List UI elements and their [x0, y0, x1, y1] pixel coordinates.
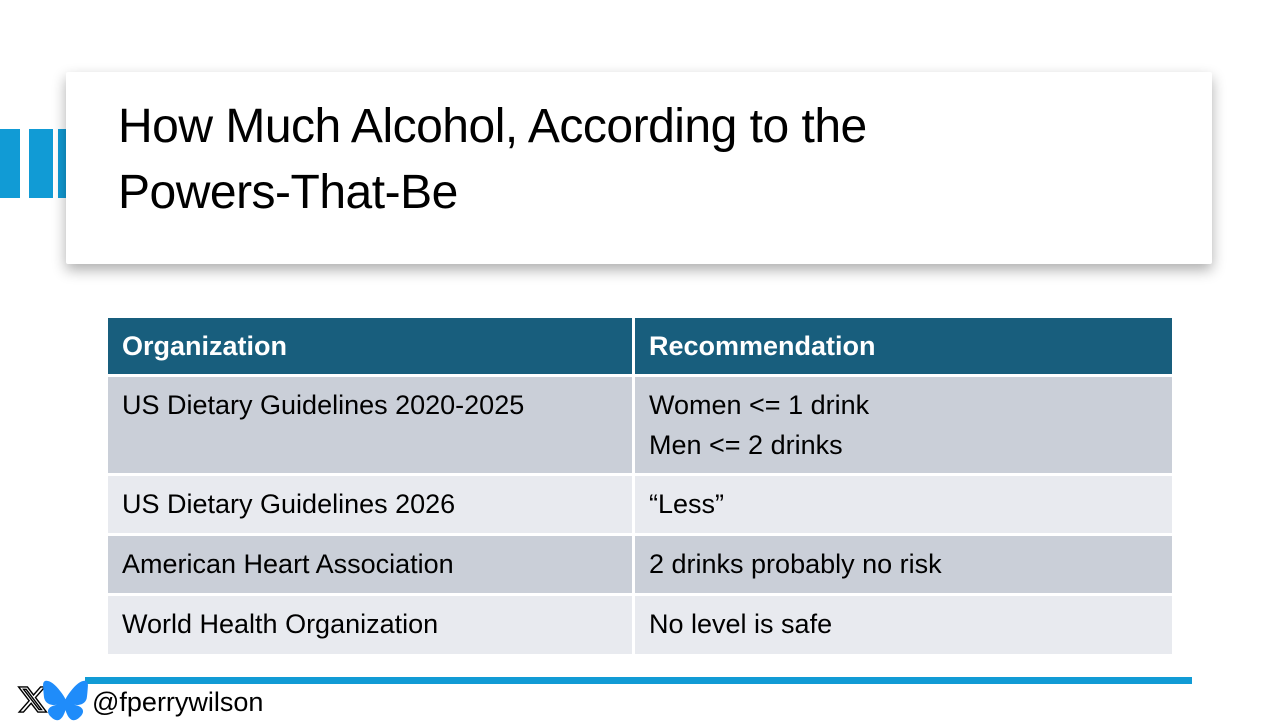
recommendation-line: 2 drinks probably no risk — [649, 549, 942, 579]
table-row: US Dietary Guidelines 2026 “Less” — [108, 476, 1172, 533]
table-cell-recommendation: No level is safe — [635, 596, 1172, 654]
recommendation-line: No level is safe — [649, 609, 833, 639]
table-cell-recommendation: Women <= 1 drink Men <= 2 drinks — [635, 377, 1172, 473]
recommendation-line: Men <= 2 drinks — [649, 430, 843, 460]
bluesky-butterfly-icon — [43, 680, 88, 721]
title-card: How Much Alcohol, According to the Power… — [66, 72, 1212, 264]
accent-bar — [29, 129, 53, 198]
x-logo-icon — [17, 686, 48, 713]
table-cell-organization: US Dietary Guidelines 2026 — [108, 476, 635, 533]
accent-bar — [0, 129, 20, 198]
recommendation-line: Women <= 1 drink — [649, 390, 870, 420]
footer-accent-bar — [85, 677, 1192, 684]
table-cell-recommendation: 2 drinks probably no risk — [635, 536, 1172, 593]
table-cell-organization: US Dietary Guidelines 2020-2025 — [108, 377, 635, 473]
recommendations-table: Organization Recommendation US Dietary G… — [108, 318, 1172, 654]
slide-title-line: How Much Alcohol, According to the — [118, 100, 867, 153]
table-cell-organization: American Heart Association — [108, 536, 635, 593]
table-header-row: Organization Recommendation — [108, 318, 1172, 374]
recommendation-line: “Less” — [649, 489, 725, 519]
table-header-recommendation: Recommendation — [649, 331, 876, 361]
table-cell-organization: World Health Organization — [108, 596, 635, 654]
slide-title-line: Powers-That-Be — [118, 166, 458, 219]
table-header-organization: Organization — [108, 318, 635, 374]
table-cell-recommendation: “Less” — [635, 476, 1172, 533]
table-row: US Dietary Guidelines 2020-2025 Women <=… — [108, 377, 1172, 473]
table-row: American Heart Association 2 drinks prob… — [108, 536, 1172, 593]
slide-title: How Much Alcohol, According to the Power… — [118, 94, 1172, 226]
social-handle: @fperrywilson — [92, 687, 264, 717]
table-row: World Health Organization No level is sa… — [108, 596, 1172, 654]
